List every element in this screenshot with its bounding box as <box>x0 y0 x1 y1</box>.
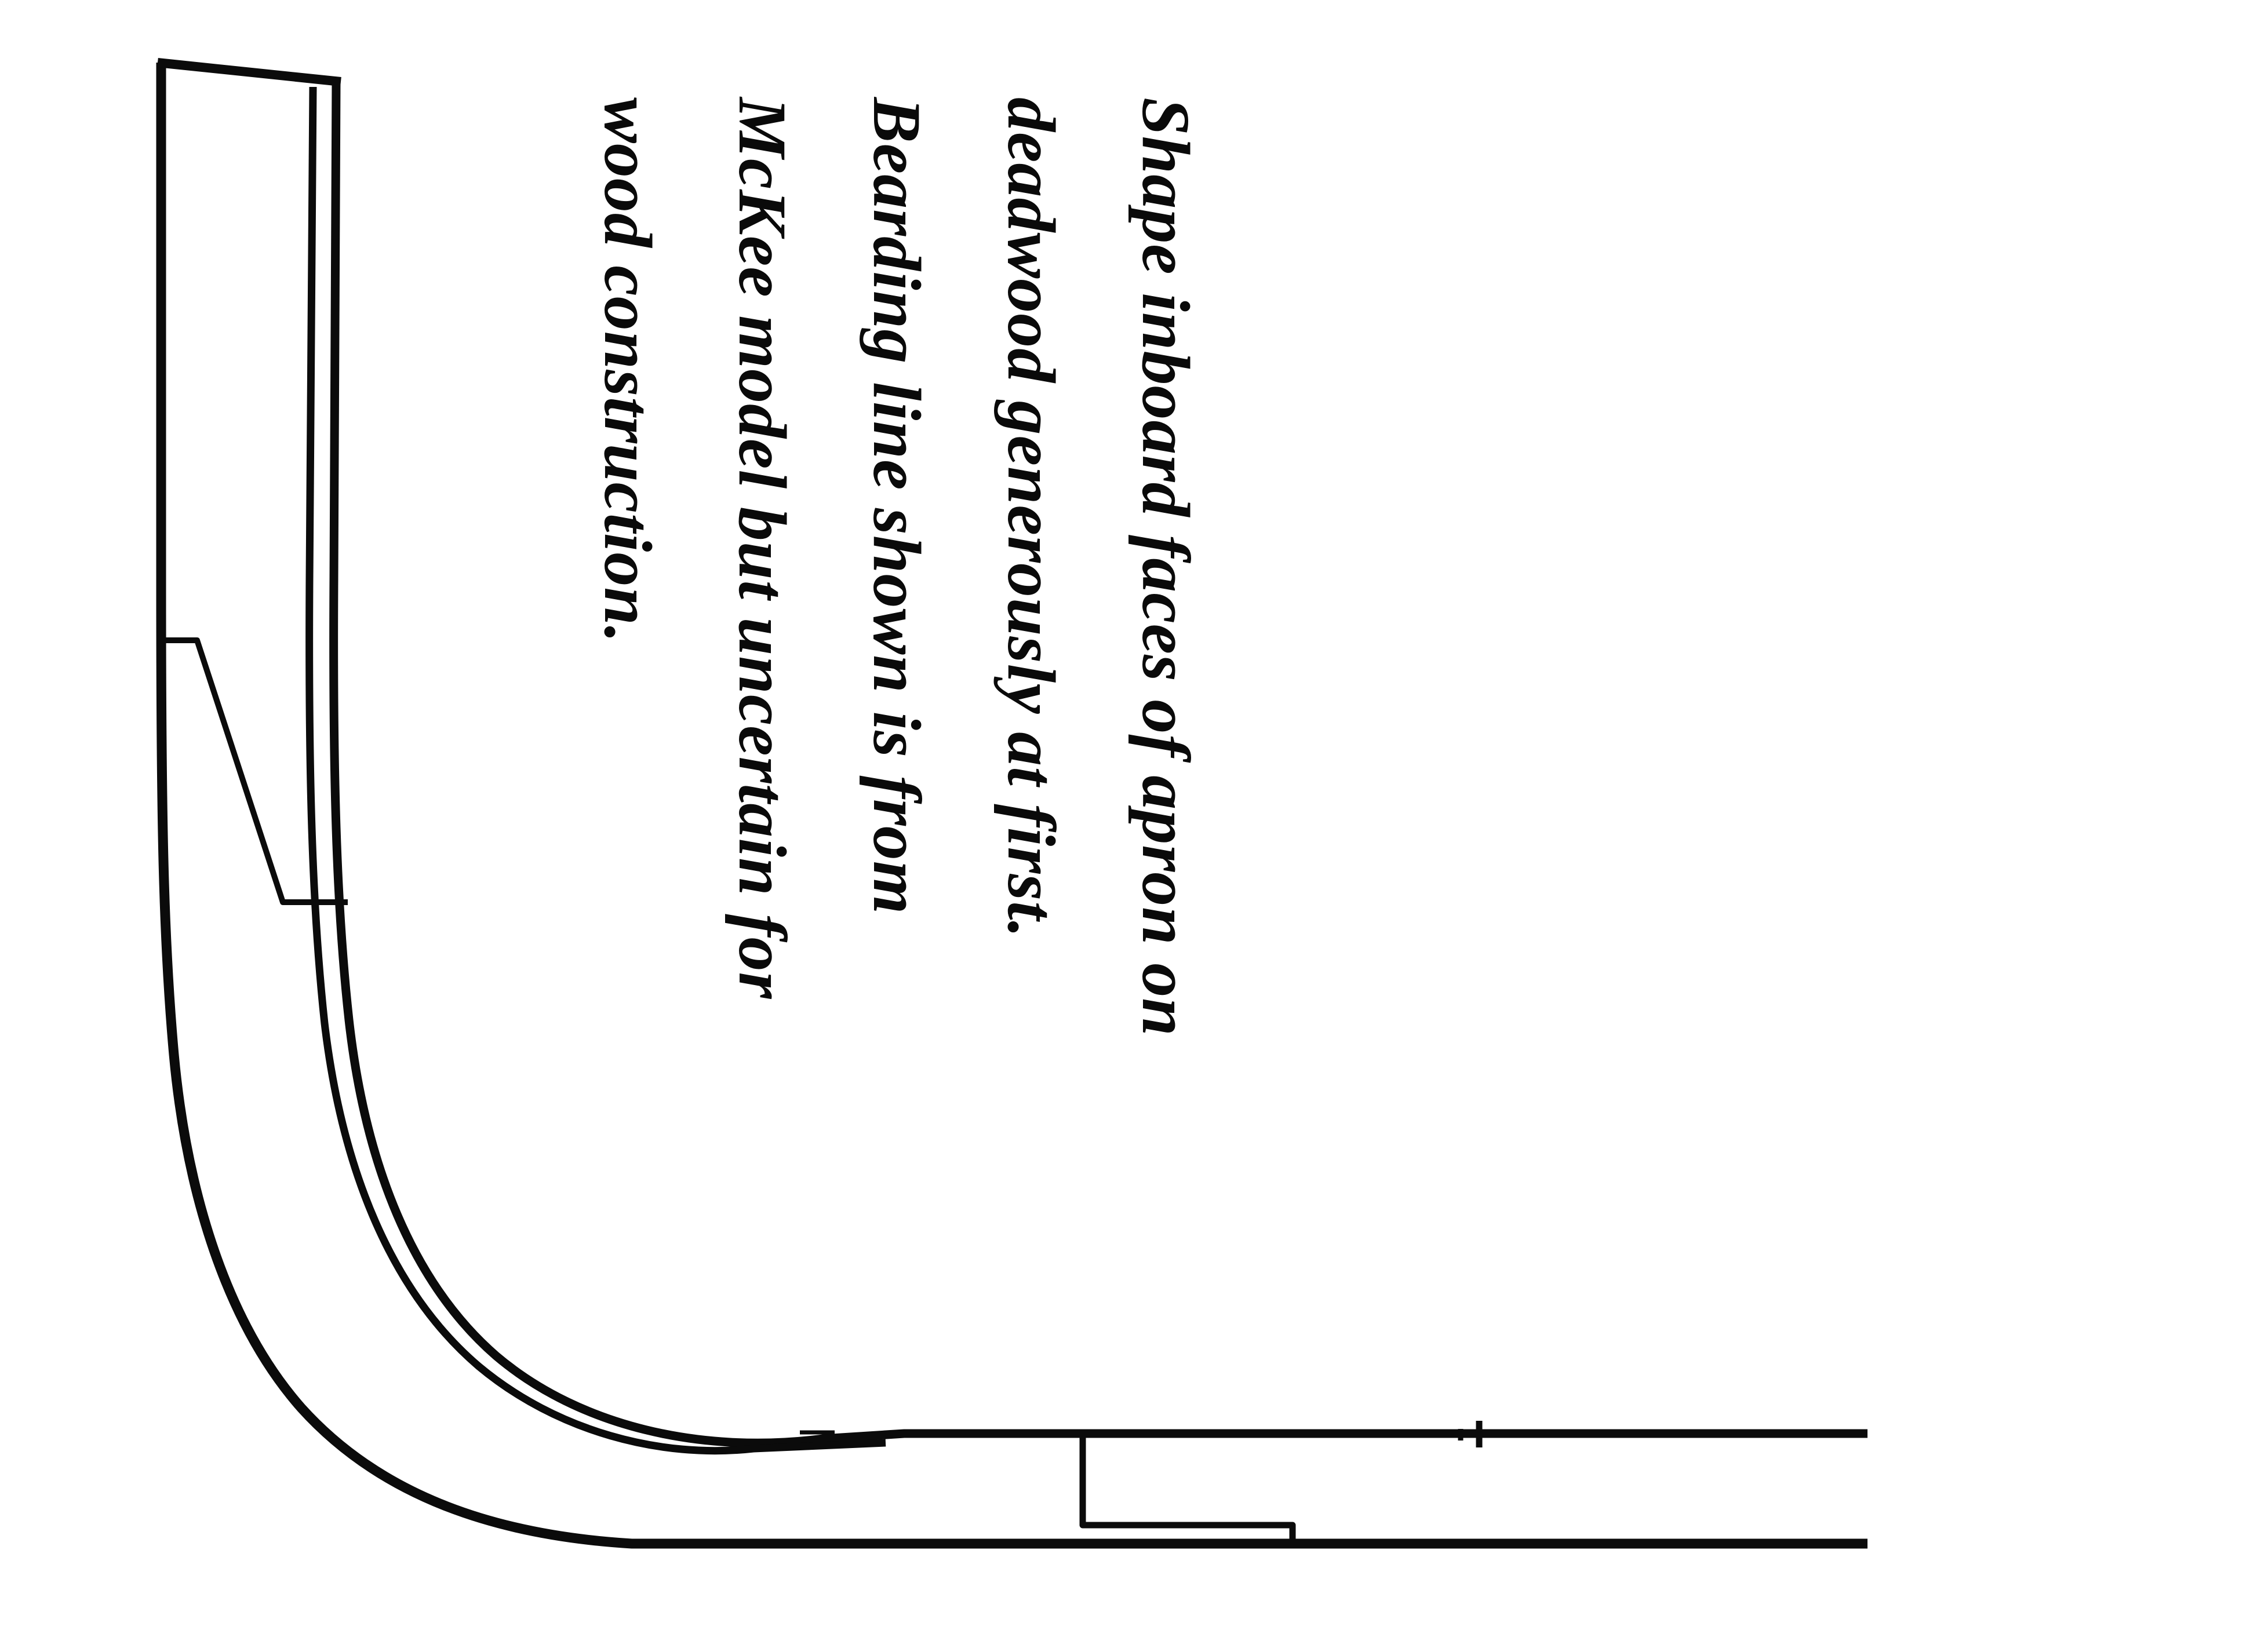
stem-head-top-edge <box>157 58 341 86</box>
stem-scarf-joint <box>163 637 348 905</box>
stem-rabbet-line <box>329 81 1867 1447</box>
stem-outer-profile <box>156 63 1867 1549</box>
stem-bearding-line <box>305 86 886 1455</box>
keel-scarf-joint <box>1079 1436 1296 1544</box>
